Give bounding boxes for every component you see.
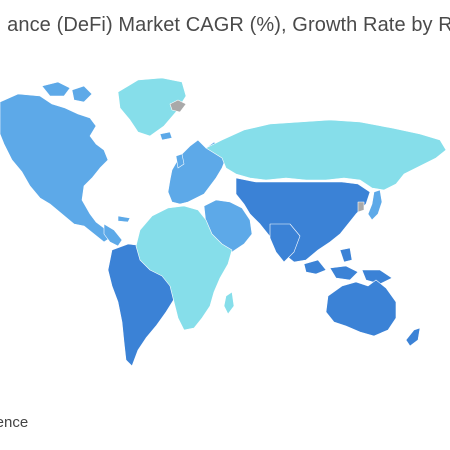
region-madagascar — [223, 291, 235, 315]
region-new-zealand — [405, 327, 421, 347]
region-sea-islands — [303, 247, 393, 285]
map-title: ance (DeFi) Market CAGR (%), Growth Rate… — [7, 14, 450, 36]
region-africa — [135, 205, 233, 331]
region-asia — [235, 177, 371, 263]
source-credit: igence — [0, 414, 29, 431]
region-north-america-islands — [41, 81, 93, 103]
region-japan — [367, 189, 383, 221]
region-svalbard — [169, 99, 187, 113]
region-central-america — [103, 215, 131, 247]
region-europe-isles — [159, 131, 185, 169]
region-north-america — [0, 93, 111, 243]
region-india — [269, 223, 301, 263]
world-map — [0, 74, 450, 374]
region-russia — [205, 119, 447, 191]
region-greenland — [117, 77, 187, 137]
region-australia — [325, 279, 397, 337]
region-korea — [357, 201, 365, 213]
